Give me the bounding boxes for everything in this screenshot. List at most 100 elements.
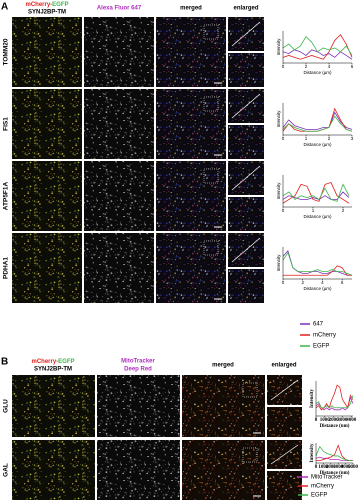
micrograph: [156, 161, 226, 231]
micrograph: [156, 233, 226, 303]
header: enlarged: [233, 6, 258, 12]
profile-line: [315, 445, 353, 462]
header: mCherry-: [25, 2, 52, 8]
profile-line: [231, 21, 261, 47]
x-tick-label: 4: [321, 280, 324, 285]
x-tick-label: 0: [282, 64, 285, 69]
x-tick-label: 5000: [348, 465, 359, 470]
micrographs: [12, 17, 302, 500]
x-tick-label: 0: [282, 136, 285, 141]
header: EGFP: [58, 359, 74, 365]
profile-line: [282, 107, 353, 132]
profile-line: [282, 115, 353, 132]
legend-label: EGFP: [311, 493, 327, 499]
header: MitoTracker: [121, 359, 155, 365]
x-tick-label: 2: [328, 136, 331, 141]
micrograph: [12, 89, 82, 159]
profile-line: [282, 34, 353, 60]
x-tick-label: 4000: [341, 465, 352, 470]
micrograph: [97, 375, 180, 437]
x-tick-label: 6: [351, 64, 354, 69]
zoom-box: [203, 240, 219, 256]
profile-line: [315, 384, 354, 411]
x-axis-label: Distance (nm): [320, 471, 350, 476]
legend-label: 647: [313, 322, 324, 328]
enlarged-view: [228, 53, 264, 87]
header: merged: [180, 6, 202, 12]
profile-line: [315, 395, 354, 409]
y-axis-label: Intensity: [276, 254, 281, 272]
row-label: FIS1: [3, 117, 10, 131]
profile-line: [231, 93, 261, 119]
enlarged-view: [267, 407, 302, 437]
x-axis-label: Distance (µm): [303, 286, 332, 291]
header: enlarged: [271, 363, 296, 369]
y-axis-label: Intensity: [310, 443, 315, 462]
x-tick-label: 4000: [346, 418, 357, 423]
micrograph: [182, 375, 265, 437]
row-label: GLU: [3, 399, 10, 413]
row-label: TOMM20: [3, 38, 10, 65]
profile-line: [316, 444, 353, 462]
x-tick-label: 2: [301, 280, 304, 285]
y-axis-label: Intensity: [276, 110, 281, 128]
enlarged-view: [228, 125, 264, 159]
profile-line: [283, 265, 352, 276]
x-tick-label: 0: [315, 418, 318, 423]
x-tick-label: 2: [305, 64, 308, 69]
zoom-box: [203, 96, 219, 112]
micrograph: [156, 17, 226, 87]
x-tick-label: 3: [351, 136, 354, 141]
micrograph: [97, 440, 180, 500]
x-tick-label: 0: [315, 465, 318, 470]
enlarged-view: [228, 197, 264, 231]
header: SYNJ2BP-TM: [28, 10, 66, 16]
x-tick-label: 2: [342, 208, 345, 213]
x-axis-label: Distance (µm): [303, 214, 332, 219]
panel-label: A: [1, 2, 8, 13]
svg-text:mCherry-EGFP: mCherry-EGFP: [25, 2, 68, 8]
profile-line: [282, 183, 350, 202]
row-label: GAL: [3, 463, 10, 477]
zoom-box: [203, 24, 219, 40]
profile-line: [282, 111, 353, 130]
profile-line: [282, 182, 350, 204]
legend-label: EGFP: [313, 344, 329, 350]
profile-line: [315, 456, 353, 462]
header: EGFP: [52, 2, 68, 8]
legend-label: mCherry: [311, 484, 334, 490]
profile-line: [282, 36, 353, 56]
y-axis-label: Intensity: [310, 389, 315, 408]
x-tick-label: 0: [282, 208, 285, 213]
profile-line: [315, 396, 354, 411]
micrograph: [84, 89, 154, 159]
profile-line: [282, 251, 353, 276]
legend-label: mCherry: [313, 333, 336, 339]
header: Deep Red: [124, 367, 152, 373]
x-tick-label: 6: [341, 280, 344, 285]
panel-label: B: [1, 357, 8, 368]
x-tick-label: 3000: [333, 465, 344, 470]
profile-line: [270, 379, 299, 401]
header: SYNJ2BP-TM: [34, 367, 72, 373]
x-tick-label: 1000: [318, 465, 329, 470]
x-tick-label: 0: [282, 280, 285, 285]
micrograph: [156, 89, 226, 159]
y-axis-label: Intensity: [276, 38, 281, 56]
x-axis-label: Distance (µm): [303, 142, 332, 147]
header: merged: [212, 363, 234, 369]
y-axis-label: Intensity: [276, 182, 281, 200]
enlarged-view: [228, 269, 264, 303]
profile-line: [270, 444, 299, 465]
x-axis-label: Distance (nm): [320, 424, 350, 429]
micrograph: [84, 161, 154, 231]
header: Alexa Fluor 647: [97, 6, 142, 12]
x-tick-label: 2000: [329, 418, 340, 423]
x-tick-label: 1000: [320, 418, 331, 423]
row-label: PDHA1: [3, 257, 10, 279]
zoom-box: [203, 168, 219, 184]
micrograph: [12, 375, 95, 437]
x-tick-label: 4: [328, 64, 331, 69]
legend-label: MitoTracker: [311, 475, 342, 481]
